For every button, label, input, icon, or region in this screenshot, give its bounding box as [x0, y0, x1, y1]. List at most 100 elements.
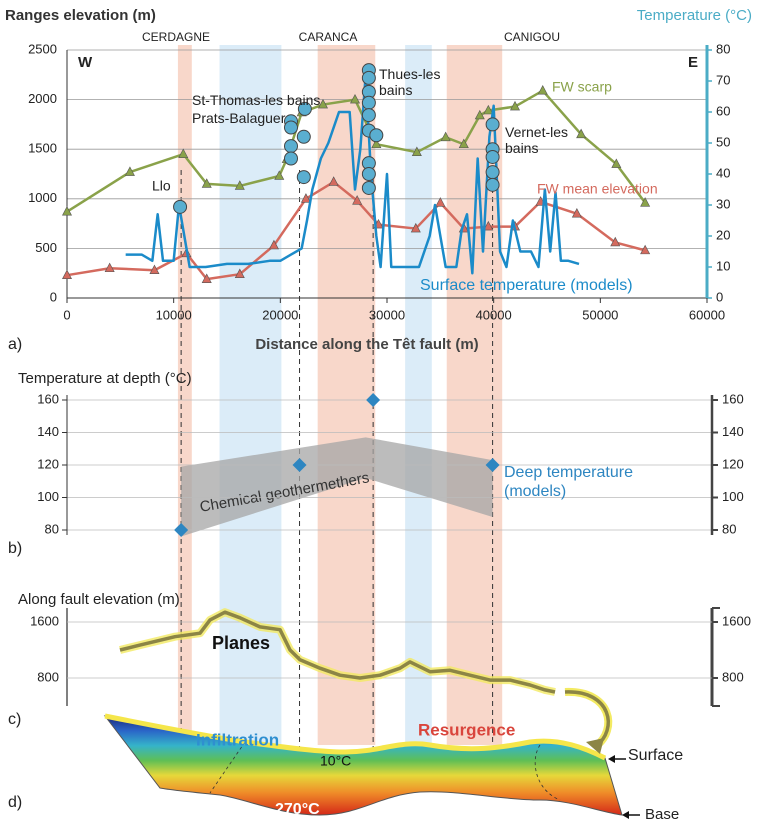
y-axis-title: Along fault elevation (m) [18, 591, 180, 608]
data-point [610, 236, 621, 247]
annotation: CARANCA [299, 30, 358, 44]
y-tick-label: 80 [45, 521, 59, 536]
data-point [576, 128, 587, 139]
panel-label: a) [8, 336, 22, 353]
panel-label: b) [8, 540, 22, 557]
y2-tick-label: 0 [716, 289, 723, 304]
y-tick-label: 1600 [30, 613, 59, 628]
annotation: Vernet-les bains [505, 124, 569, 156]
region-band [405, 45, 432, 745]
annotation: St-Thomas-les bains [192, 92, 321, 108]
data-point [173, 199, 188, 214]
data-point [284, 151, 298, 166]
y2-tick-label: 10 [716, 258, 730, 273]
data-point [371, 138, 382, 149]
y-tick-label: 1500 [28, 141, 57, 156]
data-point [292, 458, 307, 472]
data-point [201, 273, 212, 283]
infiltration-label: Infiltration [196, 730, 279, 749]
data-point [366, 393, 381, 407]
data-point [149, 264, 160, 275]
data-point [361, 167, 376, 181]
data-point [435, 197, 446, 207]
data-point [361, 70, 376, 85]
y-tick-label: 120 [722, 456, 744, 471]
y-tick-label: 100 [722, 489, 744, 504]
data-line [125, 73, 580, 275]
data-point [410, 222, 421, 233]
data-point [350, 93, 360, 104]
data-point [611, 158, 622, 168]
y-tick-label: 0 [50, 289, 57, 304]
data-point [352, 195, 363, 205]
data-point [640, 244, 651, 255]
y2-tick-label: 70 [716, 72, 730, 87]
panel-label: d) [8, 794, 22, 811]
y2-tick-label: 50 [716, 134, 730, 149]
data-point [483, 104, 494, 115]
data-point [296, 170, 311, 185]
data-point [274, 170, 285, 180]
temperature-label: 10°C [320, 753, 351, 769]
data-point [485, 165, 500, 180]
data-point [234, 180, 245, 190]
annotation: Planes [212, 633, 270, 653]
y-tick-label: 2000 [28, 91, 57, 106]
data-point [361, 180, 376, 195]
y-tick-label: 160 [722, 391, 744, 406]
data-point [537, 85, 548, 95]
x-tick-label: 0 [63, 307, 70, 322]
data-point [510, 100, 520, 111]
data-point [369, 128, 384, 143]
data-point [174, 523, 189, 537]
pointer-head [608, 755, 615, 763]
annotation: CANIGOU [504, 30, 560, 44]
y-tick-label: 500 [35, 240, 57, 255]
data-point [284, 120, 298, 135]
data-point [124, 166, 135, 176]
y-tick-label: 160 [37, 391, 59, 406]
x-tick-label: 10000 [156, 307, 192, 322]
y2-axis-title: Temperature (°C) [637, 7, 752, 24]
surface-label: Surface [628, 747, 683, 764]
data-point [640, 197, 651, 207]
arrow-head [586, 738, 604, 754]
data-point [300, 193, 311, 203]
data-point [485, 149, 500, 164]
data-point [474, 109, 485, 120]
y-tick-label: 80 [722, 521, 736, 536]
data-point [328, 176, 339, 186]
y-tick-label: 140 [37, 424, 59, 439]
data-line [66, 180, 646, 281]
data-point [178, 148, 189, 158]
y-tick-label: 140 [722, 424, 744, 439]
data-point [361, 108, 376, 123]
series-label: Deep temperature (models) [504, 464, 633, 500]
data-point [104, 262, 115, 273]
annotation: E [688, 54, 698, 71]
y2-tick-label: 80 [716, 41, 730, 56]
geothermometer-band [181, 437, 493, 537]
data-point [284, 139, 298, 154]
y-tick-label: 1000 [28, 190, 57, 205]
data-point [62, 269, 72, 279]
data-point [361, 95, 376, 110]
x-tick-label: 60000 [689, 307, 725, 322]
annotation: Prats-Balaguer [192, 110, 286, 126]
y-tick-label: 120 [37, 456, 59, 471]
data-line [119, 610, 556, 694]
y2-tick-label: 40 [716, 165, 730, 180]
x-axis-title: Distance along the Têt fault (m) [255, 336, 478, 353]
data-point [485, 117, 500, 132]
y-tick-label: 2500 [28, 41, 57, 56]
series-label: FW scarp [552, 79, 612, 95]
y-tick-label: 800 [722, 669, 744, 684]
x-tick-label: 30000 [369, 307, 405, 322]
x-tick-label: 40000 [476, 307, 512, 322]
y2-tick-label: 30 [716, 196, 730, 211]
y-tick-label: 1600 [722, 613, 751, 628]
data-point [440, 131, 451, 142]
annotation: CERDAGNE [142, 30, 210, 44]
surface-line [104, 713, 607, 761]
